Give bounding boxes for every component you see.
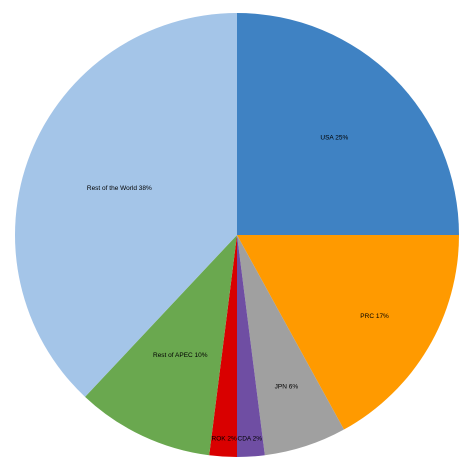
pie-label-rest-of-apec: Rest of APEC 10% xyxy=(153,352,208,359)
pie-slice-usa xyxy=(237,13,459,235)
pie-slice-rest-of-the-world xyxy=(15,13,238,397)
pie-slice-rest-of-apec xyxy=(85,235,237,456)
pie-label-jpn: JPN 6% xyxy=(275,384,299,391)
pie-slice-rok xyxy=(209,235,237,457)
pie-label-rest-of-the-world: Rest of the World 38% xyxy=(87,185,152,192)
pie-label-usa: USA 25% xyxy=(320,134,348,141)
pie-slice-prc xyxy=(237,235,459,430)
pie-label-rok: ROK 2% xyxy=(212,436,238,443)
pie-label-cda: CDA 2% xyxy=(238,436,263,443)
pie-slice-cda xyxy=(237,235,265,457)
pie-slice-jpn xyxy=(237,235,344,456)
pie-label-prc: PRC 17% xyxy=(360,313,389,320)
pie-labels: USA 25% PRC 17% JPN 6% CDA 2%ROK 2% Rest of … xyxy=(87,134,389,442)
pie-slices xyxy=(15,13,459,457)
